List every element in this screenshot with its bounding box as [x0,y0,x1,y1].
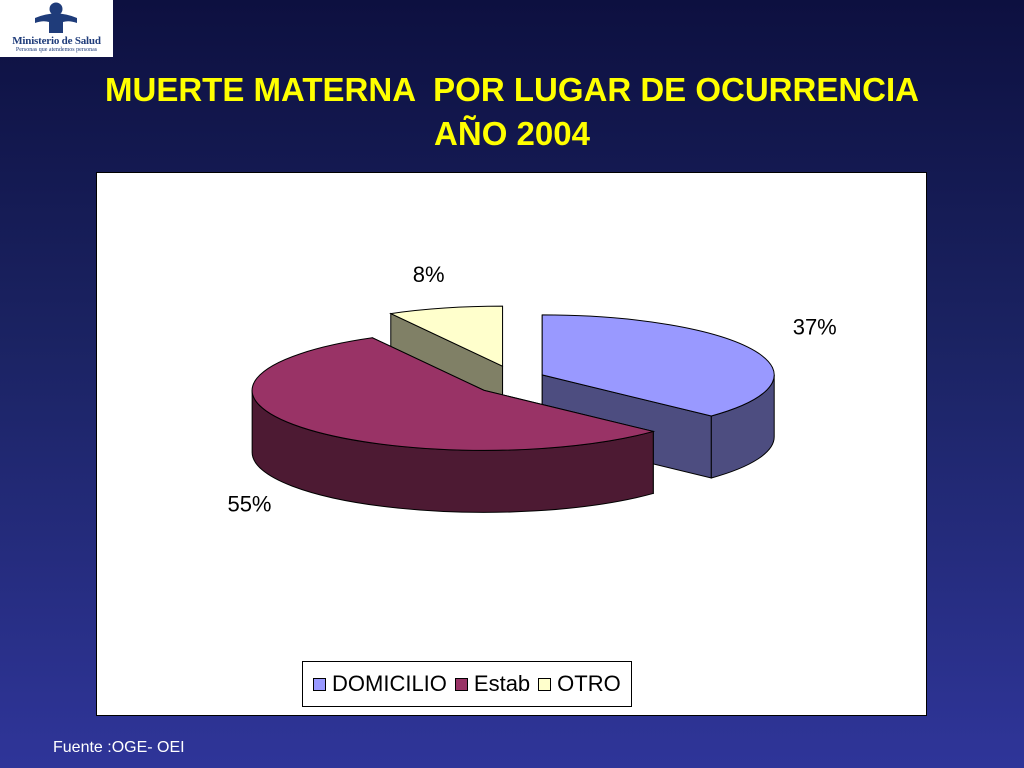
legend-swatch-estab [454,677,468,691]
logo-figure-icon [35,2,77,33]
legend-item-estab: Estab [454,671,531,697]
legend-item-otro: OTRO [538,671,621,697]
slice-estab [251,337,656,513]
logo-slogan: Personas que atendemos personas [15,47,98,53]
pie-chart: 37% 55% 8% [227,262,837,517]
legend-label-domicilio: DOMICILIO [332,671,447,696]
title-line-2: AÑO 2004 [434,115,590,152]
legend-item-domicilio: DOMICILIO [313,671,447,697]
data-label-domicilio: 37% [793,314,837,339]
data-label-otro: 8% [413,262,445,287]
data-label-estab: 55% [227,491,271,516]
ministerio-logo: Ministerio de Salud Personas que atendem… [0,0,113,57]
title-line-1: MUERTE MATERNA POR LUGAR DE OCURRENCIA [105,71,919,108]
legend-label-otro: OTRO [557,671,621,696]
chart-area: 37% 55% 8% DOMICILIO Estab OTRO [96,172,927,716]
slice-otro-top [389,305,504,367]
legend-swatch-otro [538,677,552,691]
source-note: Fuente :OGE- OEI [53,739,185,756]
slice-estab-top [251,337,656,451]
chart-legend: DOMICILIO Estab OTRO [302,661,632,707]
legend-label-estab: Estab [473,671,531,696]
slice-domicilio-top [541,314,775,417]
slice-domicilio [541,314,775,479]
page-title: MUERTE MATERNA POR LUGAR DE OCURRENCIA A… [0,68,1024,156]
logo-name: Ministerio de Salud [12,35,101,47]
legend-swatch-domicilio [313,677,326,691]
